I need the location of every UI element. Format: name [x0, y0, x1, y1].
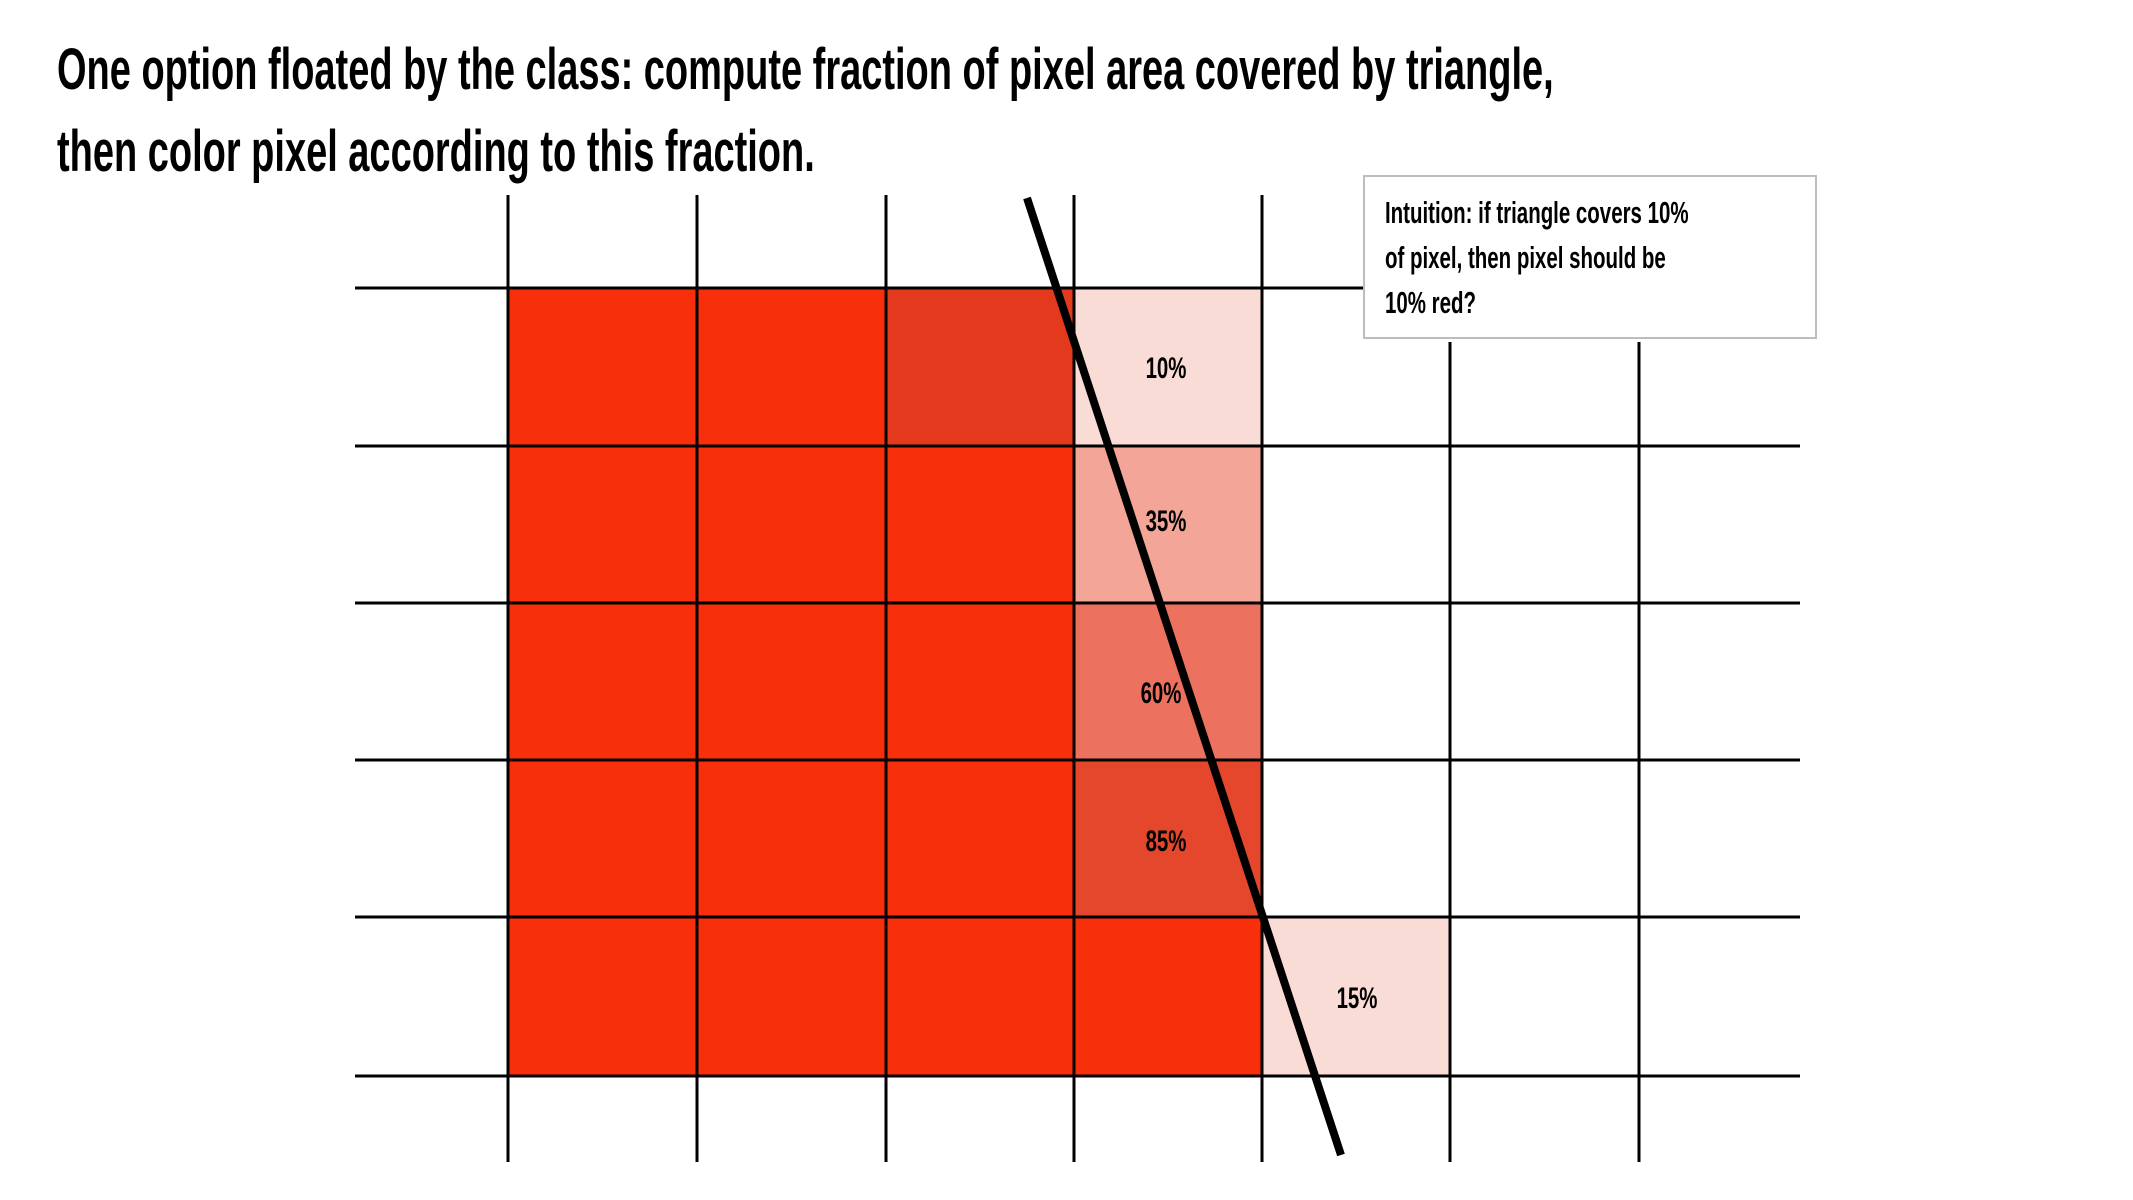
pixel-partial: [1074, 288, 1262, 446]
pixel-covered: [508, 760, 697, 917]
coverage-label-85: 85%: [1145, 825, 1187, 858]
callout-line-2: of pixel, then pixel should be: [1385, 240, 1666, 275]
pixel-covered: [508, 603, 697, 760]
pixel-covered: [508, 446, 697, 603]
slide-title-line-1: One option floated by the class: compute…: [57, 37, 1554, 102]
pixel-covered: [508, 288, 697, 446]
pixel-partial: [1074, 917, 1262, 1076]
pixel-covered: [697, 446, 886, 603]
coverage-label-60: 60%: [1140, 677, 1182, 710]
pixel-partial: [1074, 446, 1262, 603]
coverage-label-35: 35%: [1145, 505, 1187, 538]
triangle-edge-line: [1023, 196, 1345, 1157]
pixel-covered: [886, 446, 1074, 603]
pixel-covered: [697, 760, 886, 917]
callout-line-3: 10% red?: [1385, 285, 1476, 320]
pixel-partial: [1074, 760, 1262, 917]
pixel-covered: [886, 288, 1074, 446]
coverage-label-15: 15%: [1336, 982, 1378, 1015]
pixel-partial-15: [1262, 917, 1450, 1076]
callout-line-1: Intuition: if triangle covers 10%: [1385, 195, 1689, 230]
pixel-covered: [886, 760, 1074, 917]
pixel-covered: [697, 603, 886, 760]
slide-title-line-2: then color pixel according to this fract…: [57, 119, 815, 184]
pixel-covered: [886, 603, 1074, 760]
pixel-covered: [886, 917, 1074, 1076]
intuition-callout: Intuition: if triangle covers 10% of pix…: [1363, 175, 1817, 339]
pixel-covered: [508, 917, 697, 1076]
pixel-covered: [697, 917, 886, 1076]
pixel-covered: [697, 288, 886, 446]
coverage-label-10: 10%: [1145, 352, 1187, 385]
